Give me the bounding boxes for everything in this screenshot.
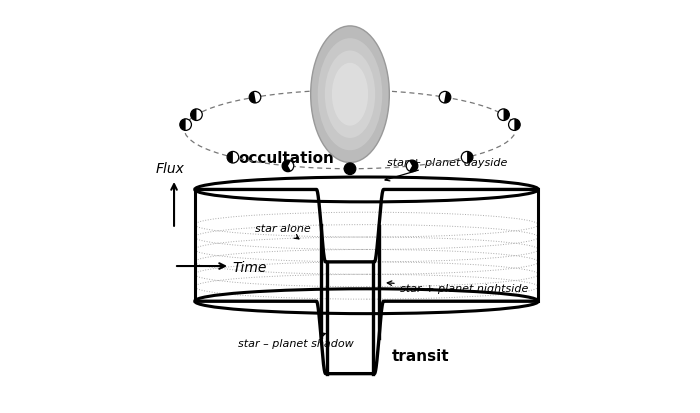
Ellipse shape: [318, 39, 382, 151]
Wedge shape: [249, 92, 256, 104]
Wedge shape: [514, 119, 520, 131]
Text: star + planet dayside: star + planet dayside: [385, 157, 508, 181]
Wedge shape: [409, 161, 418, 172]
Text: Flux: Flux: [155, 161, 184, 176]
Wedge shape: [180, 119, 186, 131]
Text: star – planet shadow: star – planet shadow: [238, 333, 354, 348]
Text: occultation: occultation: [238, 150, 334, 165]
Circle shape: [461, 152, 473, 164]
Circle shape: [344, 164, 356, 175]
Ellipse shape: [332, 64, 368, 126]
Circle shape: [509, 119, 520, 131]
Circle shape: [227, 152, 239, 164]
Text: star alone: star alone: [255, 223, 311, 239]
Ellipse shape: [311, 27, 389, 163]
Text: transit: transit: [391, 348, 449, 363]
Text: star + planet nightside: star + planet nightside: [387, 281, 528, 293]
Circle shape: [180, 119, 191, 131]
Ellipse shape: [325, 51, 375, 139]
Text: Time: Time: [232, 260, 267, 274]
Circle shape: [249, 92, 261, 104]
Wedge shape: [503, 109, 510, 121]
Circle shape: [498, 109, 510, 121]
Circle shape: [406, 161, 418, 172]
Circle shape: [439, 92, 451, 104]
Wedge shape: [282, 161, 291, 172]
Wedge shape: [190, 109, 197, 121]
Circle shape: [190, 109, 202, 121]
Wedge shape: [444, 92, 451, 104]
Circle shape: [282, 161, 294, 172]
Wedge shape: [467, 152, 473, 164]
Wedge shape: [227, 152, 233, 164]
